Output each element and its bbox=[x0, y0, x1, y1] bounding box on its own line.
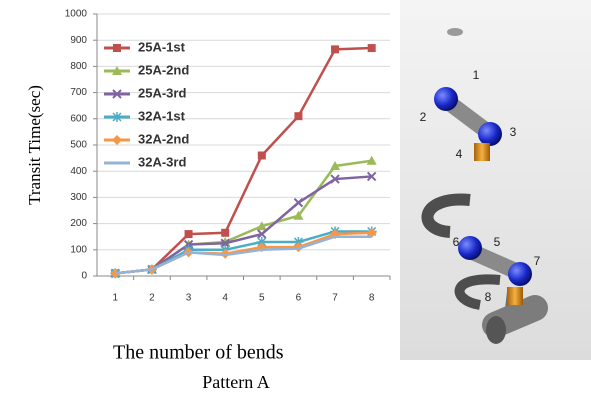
y-tick-label: 500 bbox=[70, 140, 87, 151]
bend-label: 2 bbox=[420, 110, 427, 124]
chart: The number of bends Pattern A Transit Ti… bbox=[0, 0, 591, 402]
y-tick-label: 200 bbox=[70, 218, 87, 229]
legend-label: 25A-3rd bbox=[138, 85, 186, 100]
elbow bbox=[508, 262, 532, 286]
x-tick-label: 5 bbox=[259, 293, 265, 304]
y-axis-label: Transit Time(sec) bbox=[25, 85, 44, 205]
x-tick-label: 3 bbox=[186, 293, 192, 304]
bend-label: 5 bbox=[494, 235, 501, 249]
illustration-background bbox=[400, 0, 591, 360]
legend-label: 32A-2nd bbox=[138, 131, 189, 146]
bend-label: 7 bbox=[534, 254, 541, 268]
series-line bbox=[115, 237, 371, 274]
y-tick-label: 800 bbox=[70, 61, 87, 72]
pipe-illustration bbox=[400, 0, 591, 360]
x-tick-label: 1 bbox=[113, 293, 119, 304]
marker bbox=[331, 45, 339, 53]
bend-label: 1 bbox=[473, 68, 480, 82]
marker bbox=[112, 112, 122, 122]
page: The number of bends Pattern A Transit Ti… bbox=[0, 0, 591, 402]
pipe-end bbox=[447, 28, 463, 36]
series-line bbox=[115, 176, 371, 273]
marker bbox=[185, 230, 193, 238]
y-tick-label: 100 bbox=[70, 244, 87, 255]
x-tick-label: 2 bbox=[149, 293, 155, 304]
y-tick-label: 1000 bbox=[65, 9, 88, 20]
legend-label: 25A-1st bbox=[138, 39, 186, 54]
y-tick-label: 700 bbox=[70, 87, 87, 98]
coupling bbox=[507, 287, 523, 305]
marker bbox=[258, 151, 266, 159]
y-tick-label: 900 bbox=[70, 35, 87, 46]
legend-label: 32A-1st bbox=[138, 108, 186, 123]
marker bbox=[294, 199, 302, 207]
marker bbox=[113, 44, 121, 52]
marker bbox=[294, 112, 302, 120]
y-tick-label: 0 bbox=[81, 271, 87, 282]
x-tick-label: 7 bbox=[332, 293, 338, 304]
y-tick-label: 600 bbox=[70, 113, 87, 124]
bend-label: 8 bbox=[485, 290, 492, 304]
bend-label: 4 bbox=[456, 147, 463, 161]
caption: Pattern A bbox=[202, 372, 270, 392]
bend-label: 6 bbox=[453, 235, 460, 249]
legend-label: 32A-3rd bbox=[138, 154, 186, 169]
y-tick-label: 300 bbox=[70, 192, 87, 203]
marker bbox=[221, 229, 229, 237]
x-tick-label: 4 bbox=[222, 293, 228, 304]
elbow bbox=[478, 122, 502, 146]
bend-label: 3 bbox=[510, 125, 517, 139]
marker bbox=[368, 44, 376, 52]
x-tick-label: 6 bbox=[296, 293, 302, 304]
elbow bbox=[434, 87, 458, 111]
x-tick-label: 8 bbox=[369, 293, 375, 304]
x-axis-label: The number of bends bbox=[113, 342, 284, 364]
elbow bbox=[458, 236, 482, 260]
marker bbox=[112, 135, 122, 145]
pipe-end bbox=[486, 316, 506, 344]
legend-label: 25A-2nd bbox=[138, 62, 189, 77]
y-tick-label: 400 bbox=[70, 166, 87, 177]
coupling bbox=[474, 143, 490, 161]
